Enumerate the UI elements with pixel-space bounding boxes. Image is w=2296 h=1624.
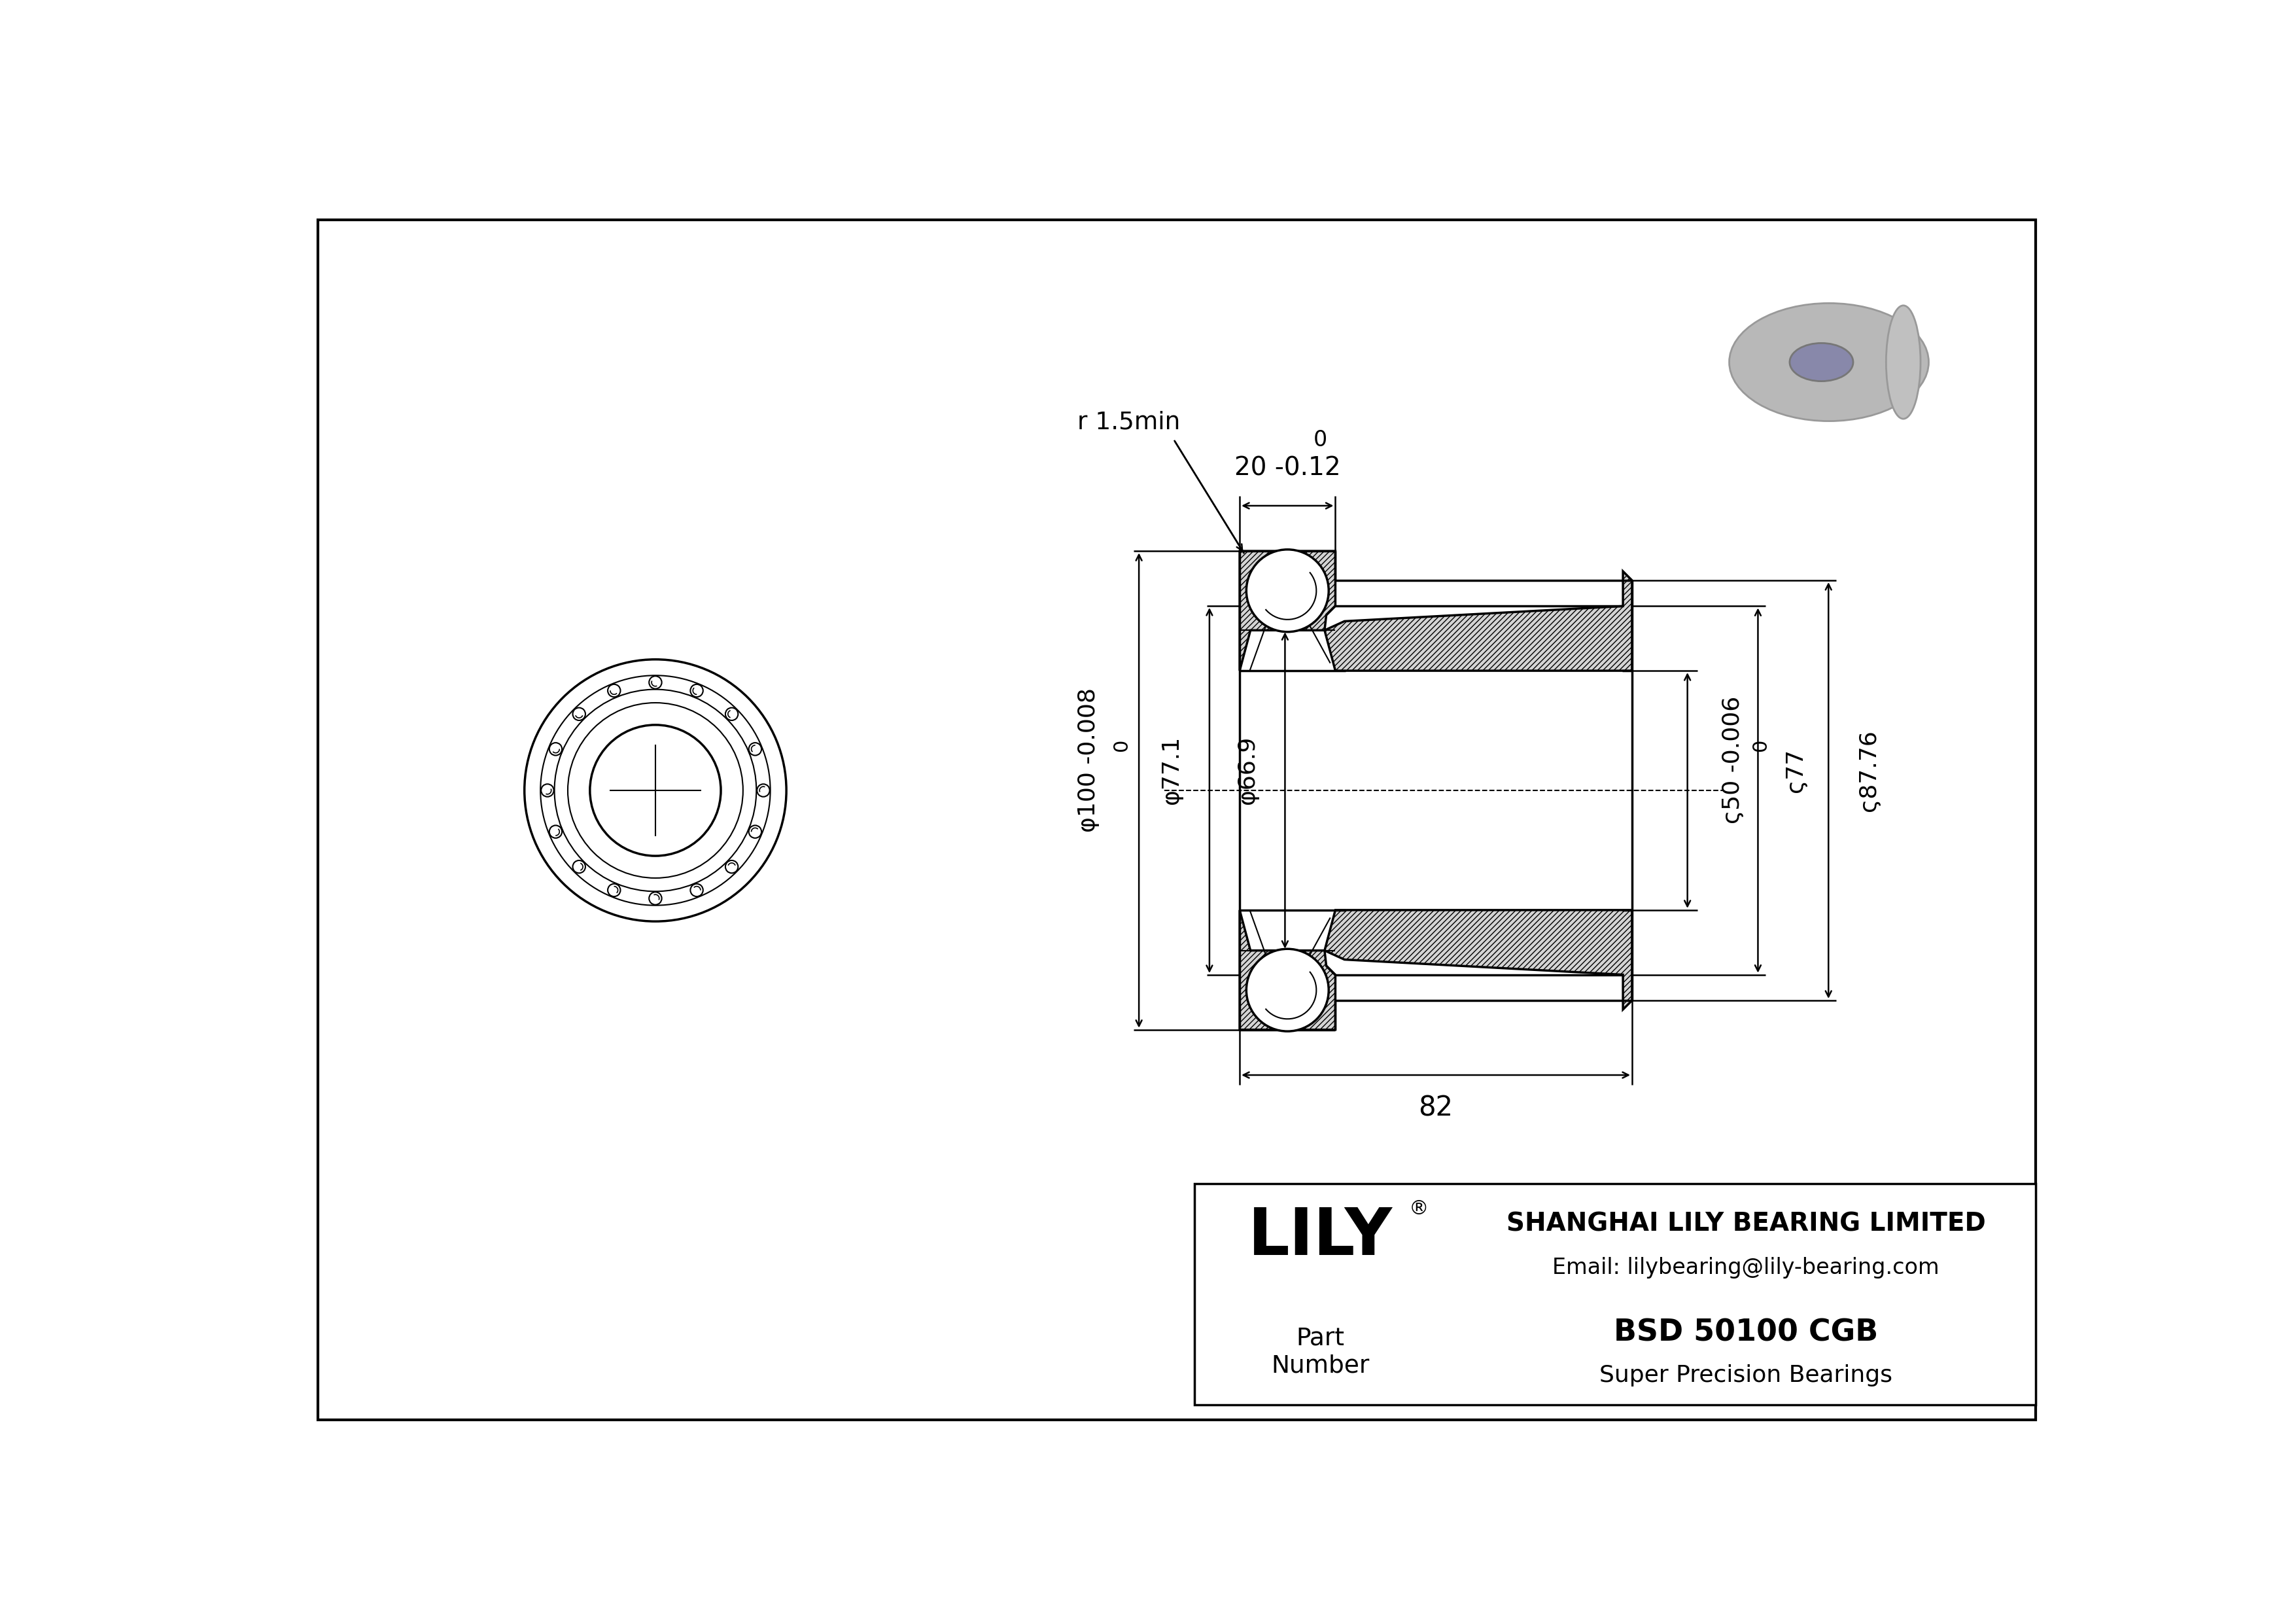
Polygon shape bbox=[1240, 551, 1336, 671]
Polygon shape bbox=[1325, 909, 1632, 1010]
Polygon shape bbox=[1325, 572, 1632, 671]
Text: ®: ® bbox=[1410, 1200, 1428, 1218]
Text: 0: 0 bbox=[1111, 739, 1130, 752]
Text: Part
Number: Part Number bbox=[1272, 1327, 1368, 1377]
Circle shape bbox=[748, 742, 762, 755]
Ellipse shape bbox=[1885, 305, 1919, 419]
Text: SHANGHAI LILY BEARING LIMITED: SHANGHAI LILY BEARING LIMITED bbox=[1506, 1212, 1986, 1236]
Text: 20 -0.12: 20 -0.12 bbox=[1235, 455, 1341, 481]
Circle shape bbox=[1247, 948, 1329, 1031]
Circle shape bbox=[748, 825, 762, 838]
Circle shape bbox=[650, 892, 661, 905]
Circle shape bbox=[758, 784, 769, 797]
Text: ς87.76: ς87.76 bbox=[1857, 729, 1880, 810]
Text: φ100 -0.008: φ100 -0.008 bbox=[1077, 689, 1100, 833]
Text: LILY: LILY bbox=[1249, 1205, 1394, 1268]
Circle shape bbox=[608, 883, 620, 896]
Bar bbox=[1194, 1184, 2037, 1405]
Text: 82: 82 bbox=[1419, 1095, 1453, 1122]
Polygon shape bbox=[1240, 909, 1336, 1030]
Circle shape bbox=[691, 883, 703, 896]
Circle shape bbox=[608, 684, 620, 697]
Text: 0: 0 bbox=[1313, 429, 1327, 451]
Circle shape bbox=[572, 708, 585, 721]
Text: Email: lilybearing@lily-bearing.com: Email: lilybearing@lily-bearing.com bbox=[1552, 1257, 1940, 1278]
Ellipse shape bbox=[1729, 304, 1929, 421]
Text: φ77.1: φ77.1 bbox=[1159, 736, 1182, 804]
Circle shape bbox=[542, 784, 553, 797]
Text: ς77: ς77 bbox=[1784, 749, 1807, 793]
Circle shape bbox=[1247, 549, 1329, 632]
Circle shape bbox=[726, 708, 737, 721]
Text: BSD 50100 CGB: BSD 50100 CGB bbox=[1614, 1319, 1878, 1348]
Text: Super Precision Bearings: Super Precision Bearings bbox=[1600, 1364, 1892, 1387]
Circle shape bbox=[549, 825, 563, 838]
Circle shape bbox=[691, 684, 703, 697]
Circle shape bbox=[726, 861, 737, 874]
Circle shape bbox=[650, 676, 661, 689]
Circle shape bbox=[549, 742, 563, 755]
Text: φ66.9: φ66.9 bbox=[1235, 736, 1258, 804]
Text: 0: 0 bbox=[1752, 739, 1770, 752]
Ellipse shape bbox=[1789, 343, 1853, 382]
Text: r 1.5min: r 1.5min bbox=[1077, 411, 1180, 434]
Circle shape bbox=[572, 861, 585, 874]
Text: ς50 -0.006: ς50 -0.006 bbox=[1722, 697, 1745, 823]
